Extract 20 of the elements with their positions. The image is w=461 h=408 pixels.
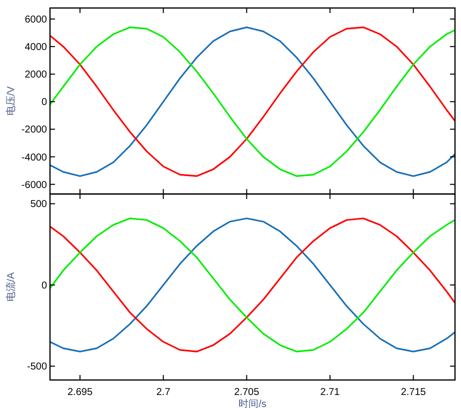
- line-series: [50, 26, 455, 177]
- x-tick-label: 2.705: [234, 387, 260, 398]
- x-tick-label: 2.715: [400, 387, 426, 398]
- x-axis-title: 时间/s: [238, 398, 266, 408]
- y-tick-label: 6000: [24, 14, 48, 26]
- x-tick-label: 2.695: [67, 387, 93, 398]
- y-tick-label: 4000: [24, 42, 48, 54]
- y-tick-label: 500: [30, 199, 48, 210]
- y-tick-label: 2000: [24, 70, 48, 81]
- y-tick-label: 0: [41, 280, 48, 292]
- y-tick-label: -500: [26, 362, 48, 373]
- y-tick-label: -2000: [21, 124, 48, 136]
- y-axis-title: 电流/A: [5, 272, 17, 302]
- y-tick-label: -4000: [21, 152, 48, 164]
- y-tick-label: -6000: [21, 180, 48, 191]
- y-tick-label: 0: [41, 97, 48, 108]
- x-tick-label: 2.7: [156, 387, 171, 398]
- line-series: [50, 218, 455, 352]
- x-tick-label: 2.71: [320, 387, 340, 398]
- y-axis-title: 电压/V: [5, 86, 17, 116]
